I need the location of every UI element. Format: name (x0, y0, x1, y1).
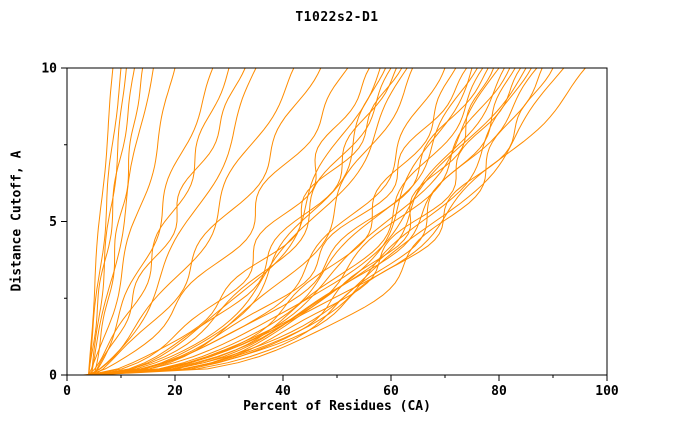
model-curve (88, 67, 295, 376)
y-tick-label: 0 (49, 369, 57, 384)
model-curve (93, 67, 246, 376)
model-curve (88, 67, 122, 376)
model-curve (91, 67, 532, 376)
model-curve (88, 67, 527, 376)
y-tick-label: 5 (49, 215, 57, 230)
x-tick-label: 80 (491, 384, 507, 399)
model-curve (93, 67, 387, 376)
x-tick-label: 60 (383, 384, 399, 399)
model-curve (85, 67, 489, 376)
model-curve (93, 67, 214, 376)
model-curve (88, 67, 114, 376)
model-curve (93, 67, 144, 376)
model-curve (88, 67, 230, 376)
model-curve (88, 67, 538, 376)
x-tick-label: 20 (167, 384, 183, 399)
model-curve (93, 67, 397, 376)
model-curve (91, 67, 408, 376)
model-curve (93, 67, 500, 376)
x-tick-label: 40 (275, 384, 291, 399)
model-curve (90, 67, 127, 376)
model-curve (91, 67, 511, 376)
model-curve (85, 67, 468, 376)
model-curve (88, 67, 495, 376)
x-tick-label: 0 (63, 384, 71, 399)
model-curve (88, 67, 516, 376)
y-axis-title: Distance Cutoff, A (9, 150, 25, 292)
model-curve (88, 67, 135, 376)
x-tick-label: 100 (595, 384, 619, 399)
model-curve (88, 67, 403, 376)
model-curve (88, 67, 586, 376)
model-curve (91, 67, 565, 376)
model-curve (88, 67, 257, 376)
model-curve (88, 67, 457, 376)
model-curve (88, 67, 349, 376)
model-curve (93, 67, 522, 376)
model-curve (88, 67, 176, 376)
model-curve (88, 67, 370, 376)
model-curve (90, 67, 154, 376)
model-curve (91, 67, 381, 376)
model-curve (93, 67, 322, 376)
y-tick-label: 10 (41, 62, 57, 77)
model-curve (88, 67, 554, 376)
model-curve (93, 67, 478, 376)
model-curve (93, 67, 414, 376)
model-curve (88, 67, 484, 376)
x-axis-title: Percent of Residues (CA) (243, 399, 431, 414)
chart-title: T1022s2-D1 (295, 10, 379, 25)
plot-frame (66, 67, 608, 376)
